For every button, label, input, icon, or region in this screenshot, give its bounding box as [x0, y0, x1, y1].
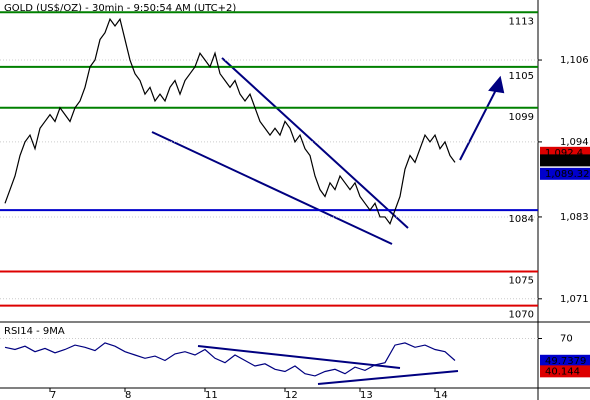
level-label: 1113	[509, 16, 534, 27]
level-label: 1084	[509, 214, 534, 225]
price-tag-label: 1,091.29	[545, 155, 590, 166]
price-tag	[540, 354, 590, 367]
y-tick-label: 70	[560, 334, 573, 345]
price-tag-label: 49.7379	[545, 356, 586, 367]
x-tick-label: 8	[125, 390, 131, 400]
price-line	[4, 17, 456, 226]
chart-title: GOLD (US$/OZ) - 30min - 9:50:54 AM (UTC+…	[4, 3, 236, 14]
trendlines	[151, 57, 505, 385]
price-line	[4, 342, 456, 377]
price-tag-label: 1,092.4	[545, 148, 583, 159]
x-tick-label: 14	[435, 390, 448, 400]
price-tag-label: 40.144	[545, 366, 580, 377]
x-tick-label: 13	[360, 390, 373, 400]
price-tag	[540, 365, 590, 378]
x-tick-label: 12	[285, 390, 298, 400]
price-tag	[540, 167, 590, 180]
level-label: 1070	[509, 310, 534, 321]
y-tick-label: 1,106	[560, 55, 589, 66]
y-tick-label: 1,083	[560, 212, 589, 223]
y-tick-label: 1,094	[560, 137, 589, 148]
level-label: 1105	[509, 71, 534, 82]
level-label: 1099	[509, 112, 534, 123]
y-tick-label: 1,071	[560, 294, 589, 305]
price-tag-label: 1,089.32	[545, 169, 590, 180]
x-tick-label: 7	[50, 390, 56, 400]
level-label: 1075	[509, 276, 534, 287]
x-tick-label: 11	[205, 390, 218, 400]
panel-title: RSI14 - 9MA	[4, 326, 65, 337]
price-tag	[540, 154, 590, 167]
